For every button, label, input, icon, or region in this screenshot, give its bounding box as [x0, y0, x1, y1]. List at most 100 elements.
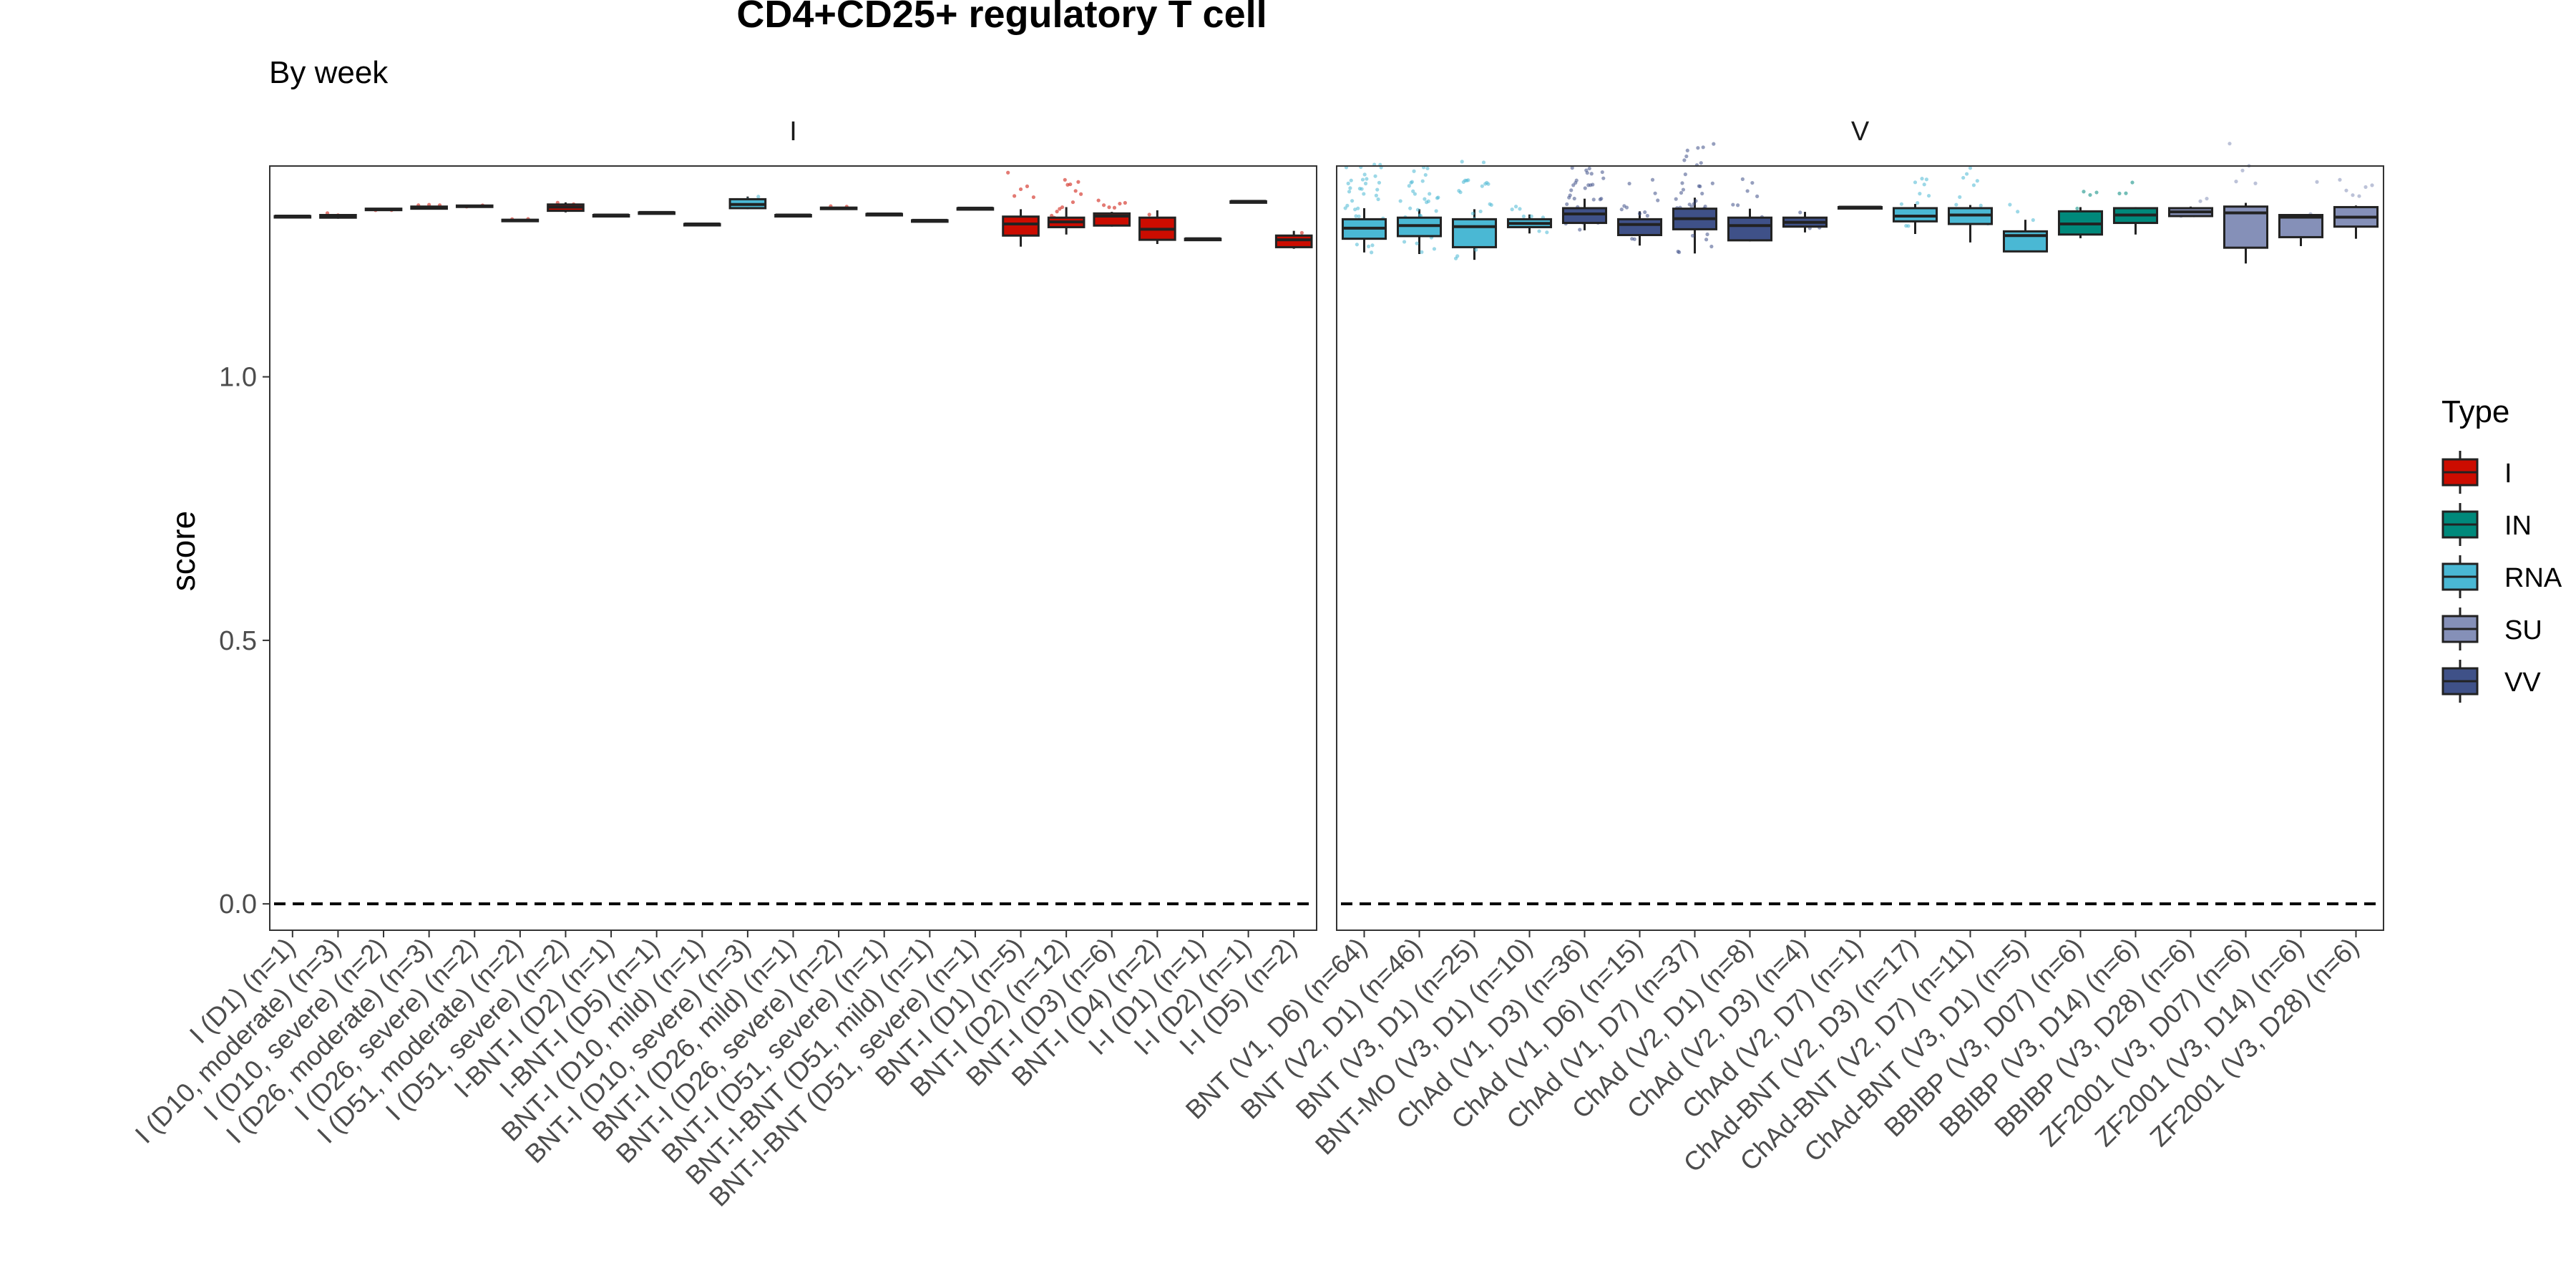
data-point — [1480, 184, 1484, 188]
data-point — [1700, 191, 1704, 196]
box-20 — [1184, 237, 1222, 242]
data-point — [1913, 180, 1918, 185]
data-point — [1458, 190, 1463, 195]
box-8 — [638, 210, 675, 215]
box-body — [1561, 207, 1608, 225]
data-point — [1682, 158, 1687, 162]
data-point — [1572, 196, 1576, 201]
data-point — [1423, 172, 1428, 177]
data-point — [1076, 180, 1080, 184]
box-3 — [1506, 205, 1553, 235]
data-point — [1683, 172, 1687, 177]
data-point — [1653, 191, 1657, 195]
data-point — [1428, 192, 1432, 196]
data-point — [1529, 214, 1533, 218]
data-point — [1410, 180, 1414, 184]
data-point — [1899, 202, 1904, 206]
data-point — [1489, 203, 1493, 208]
data-point — [2351, 193, 2355, 197]
data-point — [1486, 182, 1491, 186]
box-11 — [774, 213, 812, 218]
data-point — [2008, 203, 2012, 207]
box-9 — [1837, 205, 1883, 210]
data-point — [1736, 203, 1740, 208]
data-point — [1357, 214, 1361, 218]
data-point — [1979, 203, 1983, 208]
data-point — [1466, 178, 1470, 182]
box-6 — [547, 200, 585, 213]
data-point — [1013, 194, 1017, 198]
panel-I: II (D1) (n=1)I (D10, moderate) (n=3)I (D… — [130, 117, 1317, 1212]
data-point — [1926, 193, 1931, 198]
data-point — [1423, 197, 1427, 201]
data-point — [2338, 177, 2342, 182]
data-point — [1920, 177, 1924, 181]
box-16 — [2223, 142, 2269, 264]
data-point — [1568, 193, 1572, 197]
data-point — [1681, 187, 1686, 192]
data-point — [1412, 169, 1416, 173]
data-point — [1362, 192, 1366, 196]
data-point — [1961, 175, 1966, 180]
box-body — [2278, 213, 2324, 238]
data-point — [1906, 224, 1911, 228]
data-point — [1591, 182, 1595, 187]
box-7 — [592, 213, 630, 218]
box-body — [1616, 218, 1663, 236]
data-point — [2357, 194, 2361, 198]
data-point — [1407, 184, 1411, 188]
data-point — [1637, 212, 1642, 216]
data-point — [1684, 154, 1689, 159]
data-point — [1624, 205, 1629, 210]
data-point — [2198, 199, 2202, 203]
box-22 — [1274, 230, 1313, 249]
legend: Type I IN RNA SU VV — [2441, 394, 2562, 703]
data-point — [1521, 214, 1526, 218]
data-point — [1353, 208, 1357, 212]
box-21 — [1229, 200, 1267, 204]
data-point — [2370, 183, 2374, 187]
data-point — [2363, 185, 2368, 190]
data-point — [1070, 200, 1075, 205]
data-point — [1101, 203, 1106, 208]
box-17 — [2278, 180, 2324, 246]
box-13 — [2057, 190, 2104, 238]
data-point — [1570, 166, 1574, 170]
legend-item-IN: IN — [2441, 503, 2532, 546]
data-point — [1347, 190, 1352, 194]
box-4 — [1561, 166, 1608, 232]
data-point — [1583, 186, 1587, 190]
data-point — [1413, 192, 1418, 196]
box-10 — [728, 195, 767, 210]
y-tick-label-0: 0.0 — [219, 889, 257, 919]
data-point — [1112, 205, 1117, 210]
box-14 — [911, 218, 949, 223]
panels: 0.0 0.5 1.0II (D1) (n=1)I (D10, moderate) … — [130, 117, 2384, 1212]
data-point — [1537, 229, 1541, 233]
data-point — [1370, 250, 1374, 255]
box-body — [1274, 234, 1313, 248]
data-point — [1118, 201, 1122, 206]
data-point — [1063, 177, 1067, 182]
data-point — [1798, 210, 1802, 215]
data-point — [1299, 230, 1304, 235]
data-point — [1356, 206, 1360, 210]
data-point — [2124, 191, 2128, 195]
data-point — [1745, 189, 1750, 193]
data-point — [1374, 193, 1378, 197]
data-point — [1696, 146, 1700, 150]
box-5 — [1616, 177, 1663, 246]
data-point — [1079, 192, 1083, 196]
data-point — [1740, 177, 1745, 181]
data-point — [2130, 180, 2135, 185]
data-point — [2088, 192, 2092, 197]
box-16 — [1002, 170, 1040, 247]
data-point — [1360, 187, 1364, 191]
data-point — [1055, 210, 1059, 214]
legend-item-VV: VV — [2441, 660, 2541, 703]
data-point — [1687, 203, 1692, 207]
data-point — [1699, 161, 1703, 165]
data-point — [1705, 232, 1709, 237]
data-point — [1025, 184, 1030, 188]
